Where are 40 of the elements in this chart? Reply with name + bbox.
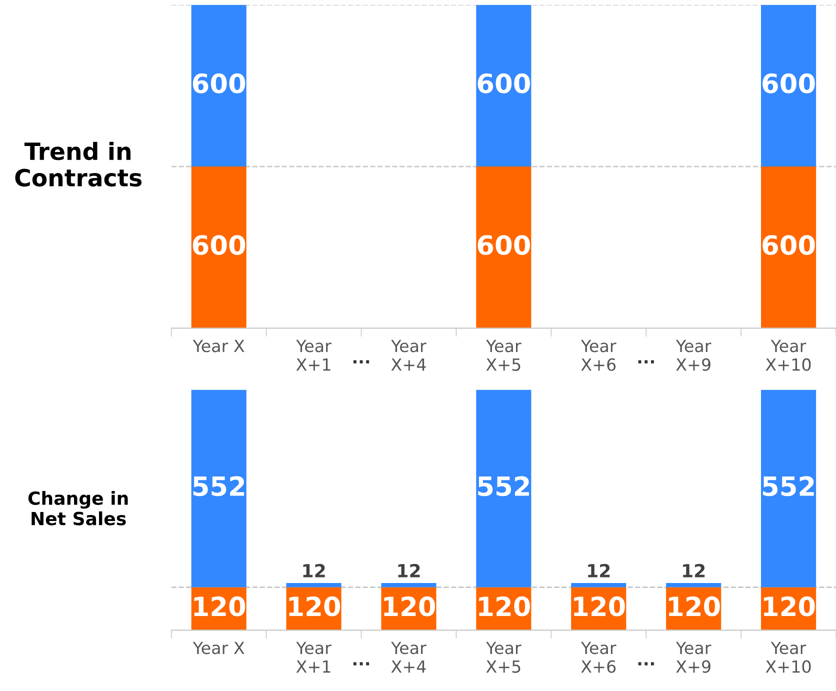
x-tick-label: Year X+6 (580, 642, 616, 673)
data-label: 120 (194, 596, 246, 616)
data-label: 600 (478, 235, 530, 256)
text: Trend in Contracts (15, 142, 142, 187)
x-tick-label: Year X+4 (391, 340, 426, 371)
x-tick-label: Year X+5 (486, 340, 522, 371)
data-label: 552 (193, 476, 244, 496)
data-label: 600 (762, 73, 815, 94)
data-label: 120 (479, 596, 530, 616)
data-label: 12 (683, 564, 705, 578)
x-tick-label: Year X+10 (766, 340, 811, 371)
data-label: 600 (478, 73, 530, 94)
data-label: 552 (478, 476, 529, 496)
data-label: 120 (384, 596, 436, 616)
data-label: 12 (398, 564, 420, 578)
data-label: 12 (303, 564, 325, 578)
x-tick-label: Year X+6 (580, 340, 616, 371)
text: ... (638, 662, 654, 666)
data-label: 600 (762, 235, 815, 256)
x-tick-label: Year X+9 (676, 340, 712, 371)
data-label: 120 (764, 596, 815, 616)
data-label: 600 (192, 235, 246, 256)
data-label: 600 (192, 73, 246, 94)
data-label: 552 (763, 476, 814, 496)
text: ... (638, 360, 654, 364)
text: ... (353, 662, 370, 666)
data-label: 120 (289, 596, 340, 616)
data-label: 120 (574, 596, 625, 616)
x-tick-label: Year X (192, 340, 244, 352)
data-label: 120 (669, 596, 720, 616)
text: Change in Net Sales (28, 491, 128, 526)
x-tick-label: Year X+10 (766, 642, 811, 673)
x-tick-label: Year X (192, 642, 244, 654)
x-tick-label: Year X+5 (486, 642, 522, 673)
x-tick-label: Year X+1 (296, 642, 332, 673)
x-tick-label: Year X+9 (676, 642, 712, 673)
x-tick-label: Year X+1 (296, 340, 332, 371)
x-tick-label: Year X+4 (391, 642, 426, 673)
text: ... (353, 360, 370, 364)
data-label: 12 (588, 564, 610, 578)
